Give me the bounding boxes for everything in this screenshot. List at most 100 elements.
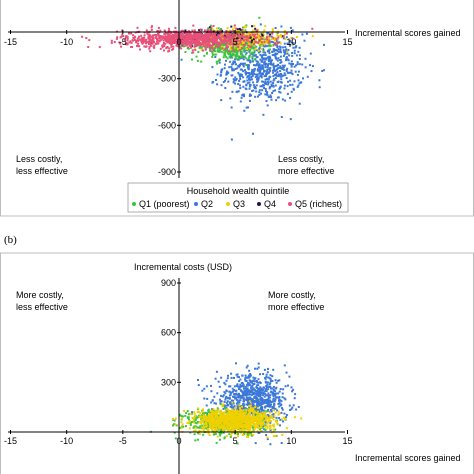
scatter-point (218, 426, 221, 429)
scatter-point (184, 36, 187, 39)
scatter-point (217, 418, 220, 421)
scatter-point (243, 95, 245, 98)
scatter-point (172, 39, 175, 42)
scatter-point (217, 60, 220, 63)
scatter-point (239, 34, 242, 37)
scatter-point (269, 94, 272, 97)
scatter-point (217, 416, 219, 419)
scatter-point (289, 39, 292, 42)
scatter-point (238, 429, 241, 432)
scatter-point (239, 423, 242, 426)
scatter-point (188, 40, 191, 43)
scatter-point (236, 51, 239, 54)
scatter-point (184, 44, 187, 47)
scatter-point (251, 381, 254, 384)
scatter-point (274, 411, 277, 414)
scatter-point (236, 37, 239, 40)
scatter-point (125, 36, 128, 39)
scatter-point (214, 56, 217, 58)
scatter-point (237, 401, 240, 404)
scatter-point (244, 415, 247, 418)
scatter-point (281, 392, 284, 395)
scatter-point (243, 47, 246, 50)
scatter-point (271, 54, 274, 57)
scatter-point (214, 41, 217, 44)
scatter-point (284, 418, 286, 420)
scatter-point (259, 75, 262, 78)
scatter-point (239, 51, 242, 54)
scatter-point (234, 76, 237, 79)
scatter-point (276, 46, 279, 48)
scatter-point (184, 40, 187, 43)
scatter-point (150, 26, 153, 29)
scatter-point (244, 379, 247, 382)
scatter-point (254, 38, 257, 41)
scatter-point (212, 25, 215, 27)
scatter-point (211, 35, 214, 38)
legend-label: Q2 (201, 199, 213, 209)
scatter-point (241, 423, 244, 426)
scatter-point (291, 83, 294, 86)
scatter-point (210, 428, 213, 431)
scatter-point (251, 426, 254, 429)
scatter-point (202, 427, 205, 430)
x-tick-label: 0 (176, 37, 181, 47)
scatter-point (241, 410, 244, 413)
scatter-point (252, 403, 255, 406)
scatter-point (227, 426, 230, 429)
scatter-point (287, 49, 290, 51)
scatter-point (278, 87, 281, 90)
scatter-point (216, 49, 219, 52)
scatter-point (165, 46, 168, 49)
scatter-point (207, 409, 210, 412)
scatter-point (167, 34, 170, 37)
scatter-point (247, 46, 250, 49)
scatter-point (237, 35, 240, 38)
scatter-point (272, 84, 275, 87)
scatter-point (263, 42, 266, 45)
scatter-point (234, 78, 237, 81)
scatter-point (249, 31, 252, 34)
scatter-point (168, 47, 171, 50)
scatter-point (140, 34, 143, 37)
scatter-point (259, 53, 262, 56)
scatter-point (275, 38, 278, 41)
scatter-point (173, 37, 176, 39)
scatter-point (269, 380, 272, 383)
scatter-point (256, 401, 259, 404)
scatter-point (200, 36, 203, 39)
scatter-point (285, 416, 288, 419)
scatter-point (251, 417, 254, 420)
scatter-point (260, 73, 263, 76)
scatter-point (289, 118, 292, 121)
scatter-point (230, 35, 233, 38)
scatter-point (243, 33, 246, 36)
scatter-point (232, 415, 235, 418)
scatter-point (262, 58, 264, 61)
scatter-point (223, 42, 225, 45)
scatter-point (246, 72, 249, 74)
scatter-point (246, 44, 249, 47)
scatter-point (232, 81, 235, 84)
scatter-point (256, 389, 259, 392)
scatter-point (259, 85, 262, 88)
scatter-point (270, 85, 273, 88)
scatter-point (231, 48, 234, 51)
scatter-point (153, 41, 155, 44)
scatter-point (249, 428, 252, 431)
scatter-point (133, 39, 136, 41)
scatter-point (173, 38, 176, 41)
scatter-point (267, 414, 270, 417)
scatter-point (220, 394, 222, 397)
scatter-point (256, 417, 259, 419)
scatter-point (246, 414, 249, 417)
scatter-point (237, 426, 240, 429)
scatter-point (196, 41, 199, 44)
scatter-point (211, 424, 214, 427)
scatter-point (241, 390, 244, 393)
scatter-point (225, 435, 228, 438)
scatter-point (253, 69, 256, 72)
scatter-point (216, 42, 219, 45)
scatter-point (304, 57, 307, 60)
scatter-point (146, 32, 149, 35)
